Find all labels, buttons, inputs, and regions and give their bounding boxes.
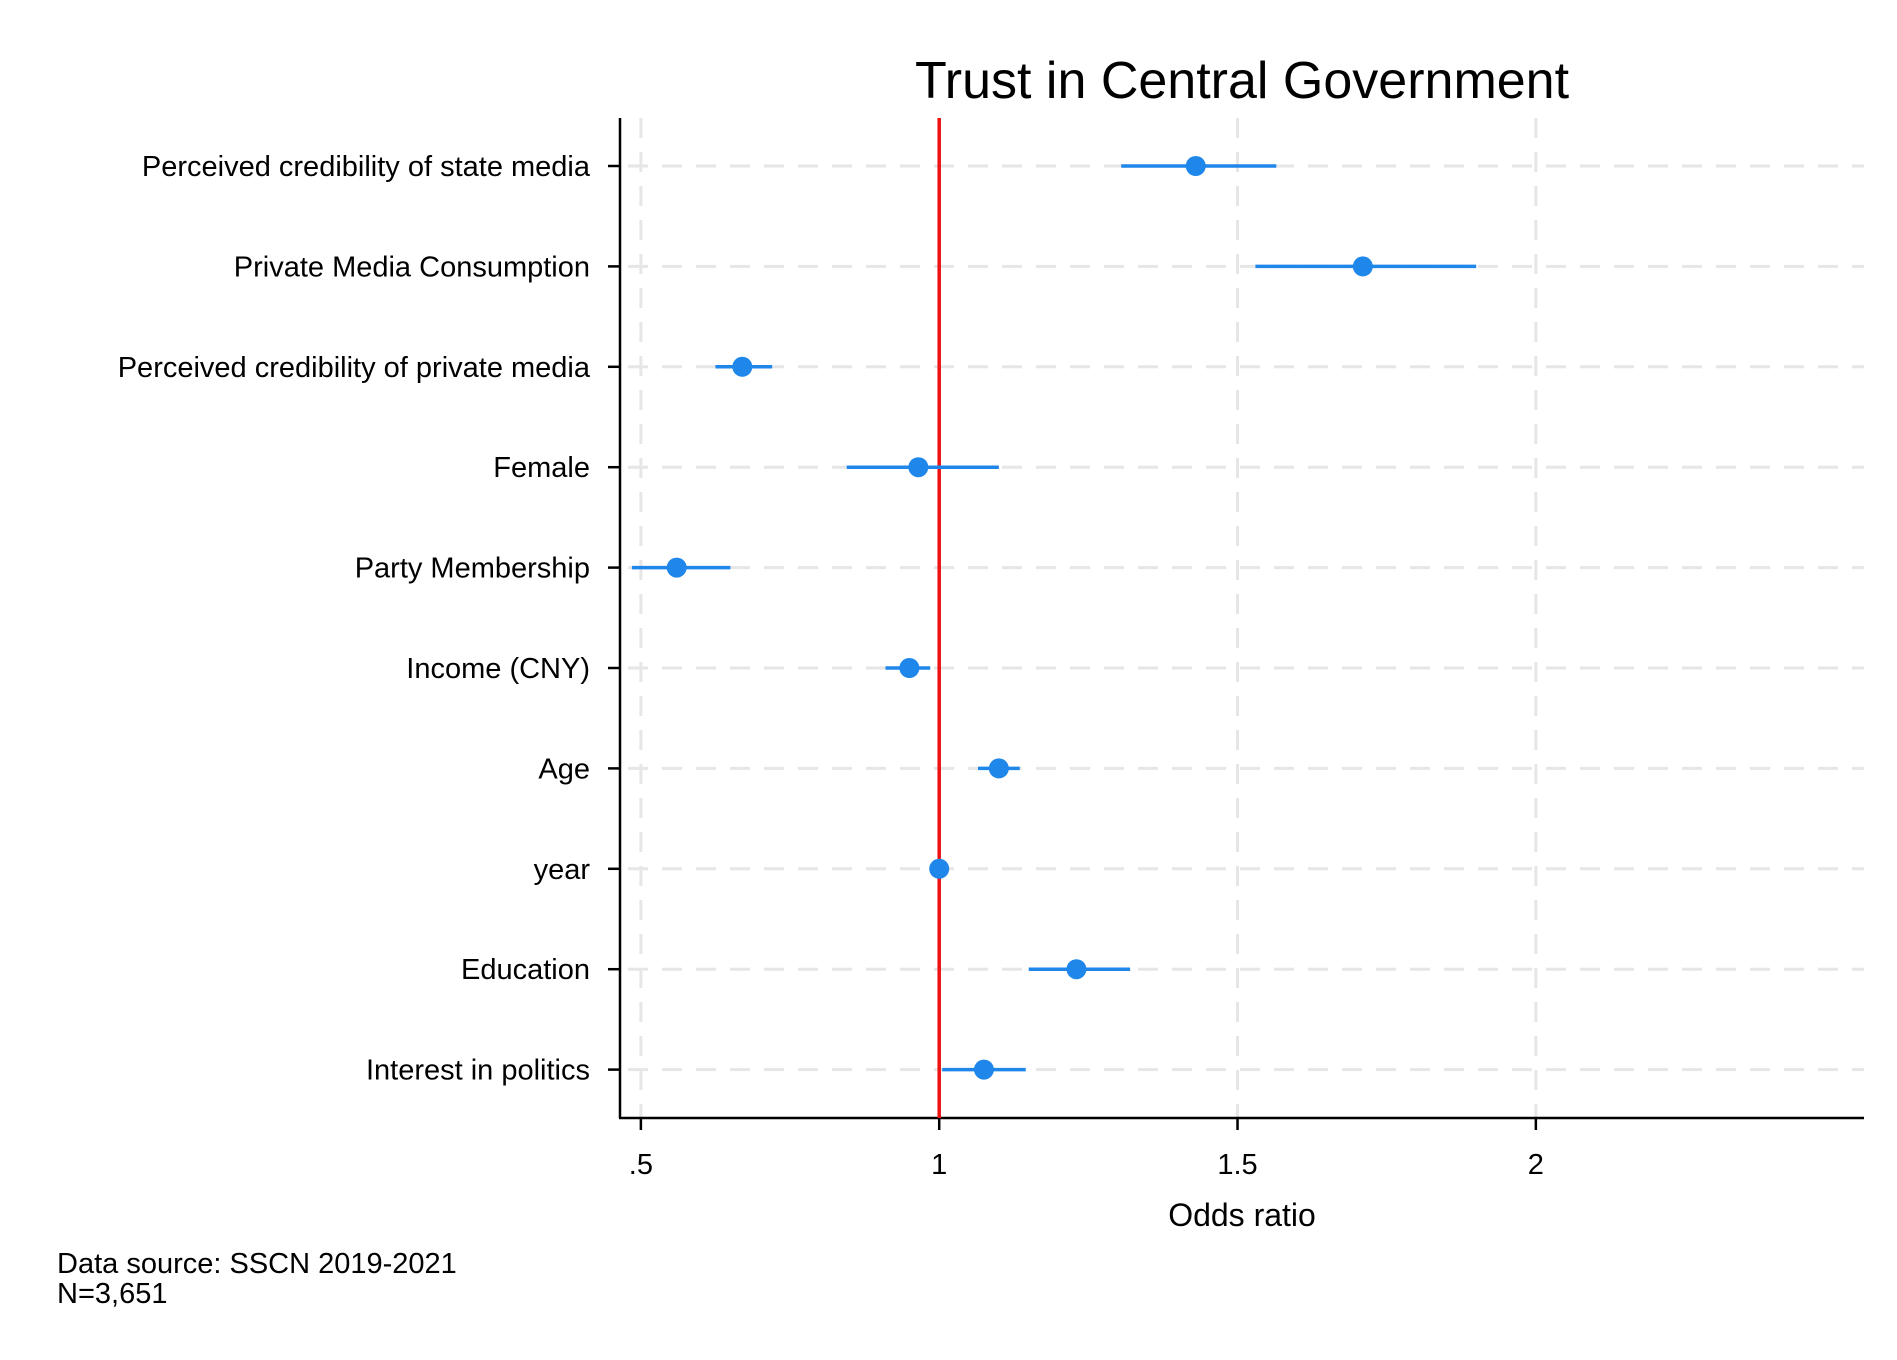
point-estimate [929,858,950,879]
category-label: Private Media Consumption [234,251,590,283]
point-estimate [1352,256,1373,277]
point-estimate [732,356,753,377]
marks-layer [631,156,1477,1080]
point-estimate [988,758,1009,779]
x-tick-label: 1.5 [1217,1149,1257,1181]
note-line: Data source: SSCN 2019-2021 [57,1248,457,1280]
category-label: Female [493,452,590,484]
point-estimate [973,1059,994,1080]
point-estimate [899,658,920,678]
category-label: Perceived credibility of private media [118,352,591,384]
note-line: N=3,651 [57,1278,167,1310]
chart-title: Trust in Central Government [915,52,1570,110]
category-label: Age [538,753,590,785]
point-estimate [666,557,687,578]
x-tick-label: 1 [931,1149,947,1181]
point-estimate [908,457,929,478]
category-label: Income (CNY) [406,653,590,685]
category-label: Perceived credibility of state media [142,151,591,183]
x-tick-label: 2 [1528,1149,1544,1181]
point-estimate [1066,959,1087,980]
axis-layer [618,118,1864,1120]
x-axis-label: Odds ratio [1168,1197,1316,1233]
x-tick-label: .5 [629,1149,653,1181]
category-label: Interest in politics [366,1055,590,1087]
category-label: Party Membership [355,553,590,585]
data-note: Data source: SSCN 2019-2021 N=3,651 [57,1248,457,1310]
label-layer: Perceived credibility of state media Priv… [118,151,1544,1181]
grid-layer [628,118,1864,1118]
category-label: year [534,854,591,886]
category-label: Education [461,954,590,986]
point-estimate [1185,156,1206,176]
